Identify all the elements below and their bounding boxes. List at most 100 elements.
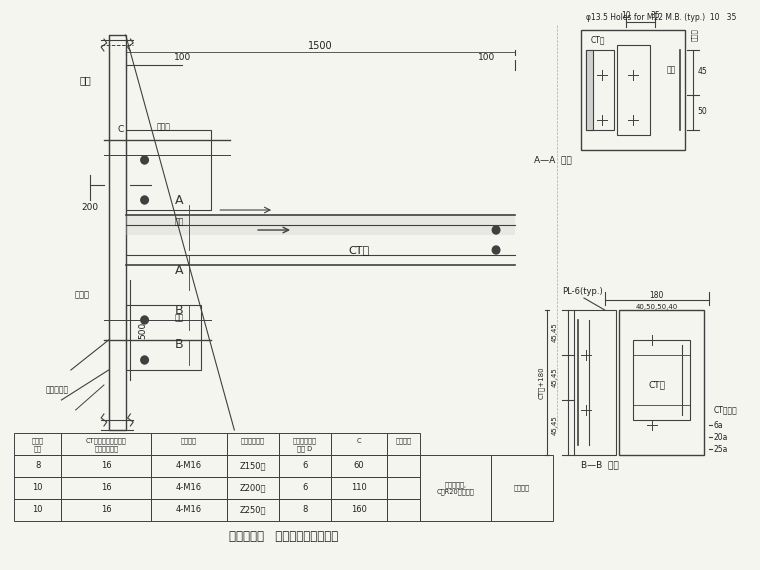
- Text: 100: 100: [478, 54, 496, 63]
- Text: CT架: CT架: [648, 381, 665, 389]
- Text: 4-M16: 4-M16: [176, 462, 202, 470]
- Text: A: A: [176, 263, 184, 276]
- Bar: [331, 499, 388, 521]
- Text: B—B  断面: B—B 断面: [581, 461, 619, 470]
- Bar: [279, 499, 331, 521]
- Text: 45,45: 45,45: [552, 367, 558, 387]
- Bar: [62, 433, 151, 455]
- Text: CT架: CT架: [349, 245, 369, 255]
- Bar: [586, 50, 594, 130]
- Text: Z150型: Z150型: [239, 462, 266, 470]
- Text: CT架规格: CT架规格: [714, 405, 737, 414]
- Text: 10: 10: [33, 483, 43, 492]
- Text: A: A: [176, 193, 184, 206]
- Text: 详见说明: 详见说明: [514, 484, 530, 491]
- Text: 焊级别、直径: 焊级别、直径: [94, 446, 119, 453]
- Text: 25a: 25a: [714, 445, 728, 454]
- Text: 6: 6: [302, 462, 307, 470]
- Text: PL-6(typ.): PL-6(typ.): [562, 287, 603, 296]
- Bar: [226, 433, 279, 455]
- Bar: [14, 455, 62, 477]
- Bar: [279, 477, 331, 499]
- Bar: [492, 455, 553, 521]
- Bar: [617, 45, 650, 135]
- Circle shape: [141, 196, 148, 204]
- Bar: [62, 477, 151, 499]
- Text: 160: 160: [351, 506, 367, 515]
- Text: CT架+180: CT架+180: [538, 366, 545, 399]
- Text: 40,50,50,40: 40,50,50,40: [635, 304, 678, 310]
- Text: B: B: [176, 303, 184, 316]
- Text: 16: 16: [101, 506, 112, 515]
- Bar: [279, 433, 331, 455]
- Circle shape: [141, 356, 148, 364]
- Text: 端部距: 端部距: [157, 123, 170, 132]
- Bar: [125, 305, 201, 370]
- Bar: [331, 455, 388, 477]
- Text: 抱箍: 抱箍: [175, 218, 184, 226]
- Text: 钙柱: 钙柱: [79, 75, 91, 85]
- Circle shape: [141, 316, 148, 324]
- Bar: [388, 477, 420, 499]
- Text: 8: 8: [35, 462, 40, 470]
- Text: 厚度: 厚度: [33, 446, 42, 453]
- Text: 雨披数量: 雨披数量: [396, 438, 412, 444]
- Text: 1500: 1500: [308, 41, 333, 51]
- Bar: [279, 455, 331, 477]
- Text: 4-M16: 4-M16: [176, 483, 202, 492]
- Bar: [125, 130, 211, 210]
- Bar: [581, 30, 685, 150]
- Bar: [14, 433, 62, 455]
- Bar: [574, 310, 616, 455]
- Text: 10: 10: [622, 11, 632, 21]
- Circle shape: [492, 246, 500, 254]
- Text: 45,45: 45,45: [552, 415, 558, 435]
- Circle shape: [141, 156, 148, 164]
- Text: 墙架规格: 墙架规格: [181, 438, 197, 444]
- Text: Z250型: Z250型: [239, 506, 266, 515]
- Text: 50: 50: [697, 108, 707, 116]
- Text: 500: 500: [138, 321, 147, 339]
- Bar: [331, 477, 388, 499]
- Bar: [633, 340, 690, 420]
- Bar: [62, 455, 151, 477]
- Text: 加劲板: 加劲板: [74, 291, 90, 299]
- Bar: [151, 477, 226, 499]
- Text: B: B: [176, 339, 184, 352]
- Bar: [125, 215, 515, 235]
- Text: 45: 45: [697, 67, 707, 76]
- Text: 端部距: 端部距: [691, 28, 698, 42]
- Text: 墙架花板开孔: 墙架花板开孔: [293, 438, 317, 444]
- Circle shape: [492, 226, 500, 234]
- Text: 16: 16: [101, 462, 112, 470]
- Bar: [14, 499, 62, 521]
- Bar: [331, 433, 388, 455]
- Bar: [62, 499, 151, 521]
- Bar: [226, 499, 279, 521]
- Text: 110: 110: [351, 483, 367, 492]
- Text: C: C: [356, 438, 361, 444]
- Text: 间距 D: 间距 D: [297, 446, 312, 453]
- Text: 4-M16: 4-M16: [176, 506, 202, 515]
- Bar: [14, 477, 62, 499]
- Text: 60: 60: [353, 462, 364, 470]
- Text: 墙架花板厚度: 墙架花板厚度: [241, 438, 264, 444]
- Text: 16: 16: [101, 483, 112, 492]
- Bar: [586, 50, 614, 130]
- Text: 6a: 6a: [714, 421, 723, 430]
- Bar: [420, 455, 492, 521]
- Text: 6: 6: [302, 483, 307, 492]
- Bar: [151, 433, 226, 455]
- Bar: [109, 35, 125, 430]
- Bar: [388, 455, 420, 477]
- Text: C: C: [118, 125, 124, 135]
- Text: 35: 35: [650, 11, 660, 21]
- Text: 200: 200: [81, 203, 98, 213]
- Bar: [619, 310, 704, 455]
- Bar: [388, 499, 420, 521]
- Text: φ13.5 Holes for M12 M.B. (typ.)  10   35: φ13.5 Holes for M12 M.B. (typ.) 10 35: [586, 14, 736, 22]
- Text: 雨捆详图一   （与钙柱节点相连）: 雨捆详图一 （与钙柱节点相连）: [229, 530, 338, 543]
- Bar: [151, 499, 226, 521]
- Bar: [388, 433, 420, 455]
- Text: 8: 8: [302, 506, 307, 515]
